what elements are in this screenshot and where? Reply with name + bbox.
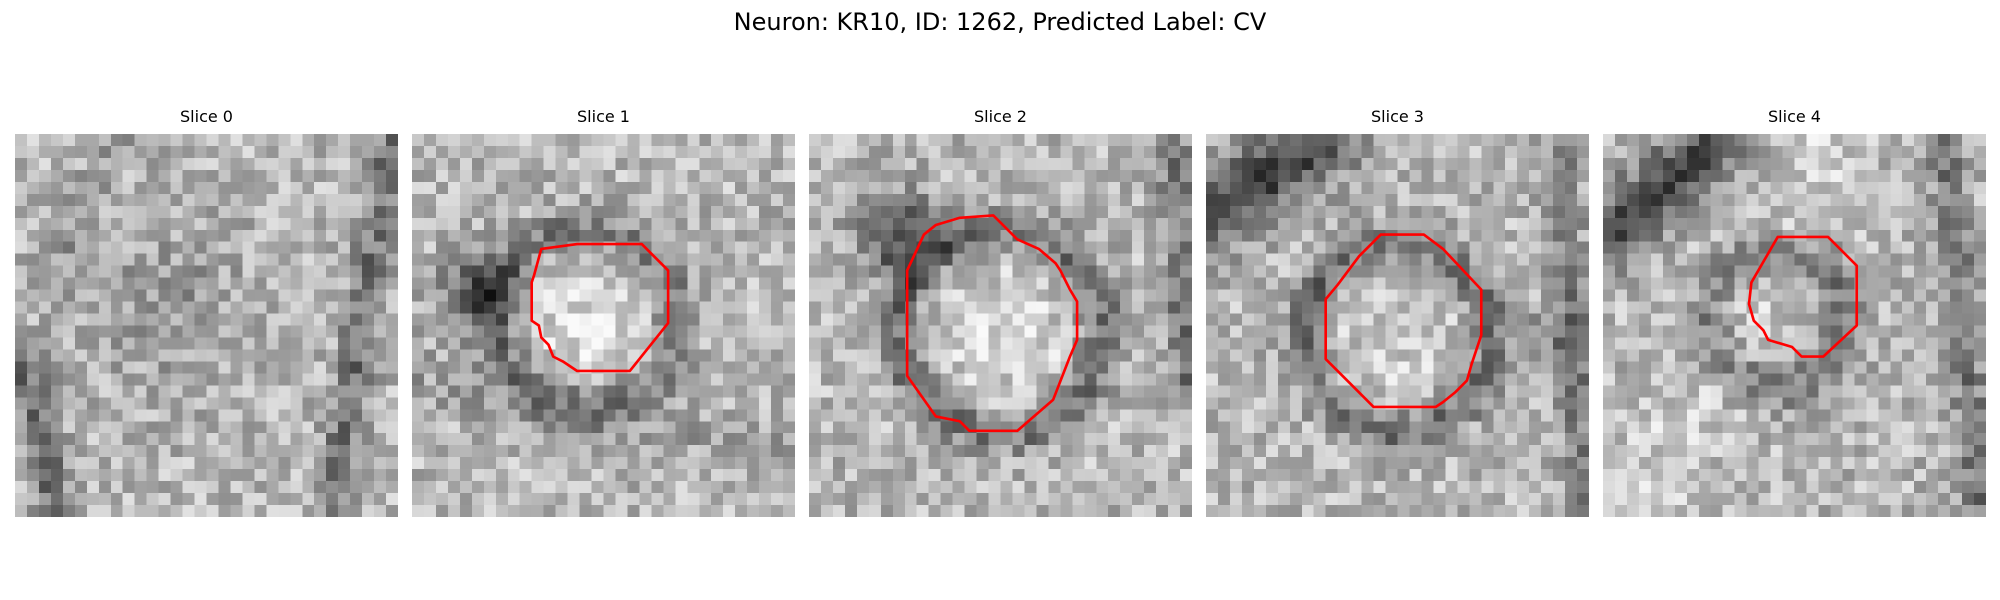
slice-panel-3: Slice 3: [1206, 107, 1589, 519]
slice-image-1: [412, 134, 795, 517]
figure-title: Neuron: KR10, ID: 1262, Predicted Label:…: [733, 8, 1267, 36]
slice-image-2: [809, 134, 1192, 517]
slice-image-0: [15, 134, 398, 517]
contour-outline: [530, 242, 670, 373]
slice-panel-0: Slice 0: [15, 107, 398, 519]
contour-outline: [1324, 233, 1483, 409]
slice-image-3: [1206, 134, 1589, 517]
contour-outline: [905, 214, 1079, 433]
contour-outline: [1747, 235, 1859, 358]
slice-title-1: Slice 1: [577, 107, 630, 126]
slice-title-3: Slice 3: [1371, 107, 1424, 126]
slice-panel-2: Slice 2: [809, 107, 1192, 519]
slice-image-4: [1603, 134, 1986, 517]
slice-panel-4: Slice 4: [1603, 107, 1986, 519]
slice-panel-1: Slice 1: [412, 107, 795, 519]
slice-title-2: Slice 2: [974, 107, 1027, 126]
slice-title-0: Slice 0: [180, 107, 233, 126]
slice-title-4: Slice 4: [1768, 107, 1821, 126]
